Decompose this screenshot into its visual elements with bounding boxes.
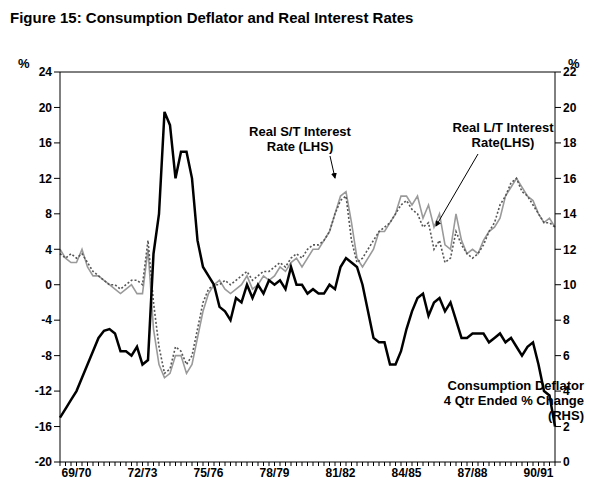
svg-text:0: 0 xyxy=(563,455,570,469)
svg-text:90/91: 90/91 xyxy=(523,466,553,480)
svg-text:12: 12 xyxy=(39,172,53,186)
svg-text:16: 16 xyxy=(39,136,53,150)
svg-text:0: 0 xyxy=(45,278,52,292)
html-text:Consumption Deflator 4 Qtr End: Consumption Deflator 4 Qtr Ended % Chang… xyxy=(443,378,584,423)
svg-text:8: 8 xyxy=(45,207,52,221)
svg-text:2: 2 xyxy=(563,419,570,434)
svg-text:16: 16 xyxy=(563,172,577,186)
svg-text:12: 12 xyxy=(563,243,577,257)
svg-text:8: 8 xyxy=(563,313,570,327)
html-text:Figure 15: Consumption Deflato: Figure 15: Consumption Deflator and Real… xyxy=(10,9,414,26)
svg-text:-16: -16 xyxy=(35,420,53,434)
svg-text:14: 14 xyxy=(563,207,577,221)
svg-text:-12: -12 xyxy=(35,384,53,398)
svg-text:-20: -20 xyxy=(35,455,53,469)
svg-text:4: 4 xyxy=(45,243,52,257)
svg-text:22: 22 xyxy=(563,65,577,80)
svg-text:10: 10 xyxy=(563,278,577,292)
svg-text:20: 20 xyxy=(39,101,53,115)
svg-text:75/76: 75/76 xyxy=(193,466,223,480)
svg-text:6: 6 xyxy=(563,349,570,363)
svg-text:78/79: 78/79 xyxy=(259,466,289,480)
svg-text:81/82: 81/82 xyxy=(325,466,355,480)
svg-text:20: 20 xyxy=(563,101,577,115)
svg-text:-8: -8 xyxy=(41,349,52,363)
svg-text:24: 24 xyxy=(39,65,53,79)
html-text:Real L/T Interest Rate(LHS): Real L/T Interest Rate(LHS) xyxy=(452,120,554,150)
svg-text:84/85: 84/85 xyxy=(391,466,421,480)
svg-text:18: 18 xyxy=(563,136,577,150)
svg-text:69/70: 69/70 xyxy=(61,466,91,480)
svg-text:-4: -4 xyxy=(41,313,52,327)
svg-text:87/88: 87/88 xyxy=(457,466,487,480)
svg-text:72/73: 72/73 xyxy=(127,466,157,480)
html-text:Real S/T Interest Rate (LHS): Real S/T Interest Rate (LHS) xyxy=(249,124,351,154)
